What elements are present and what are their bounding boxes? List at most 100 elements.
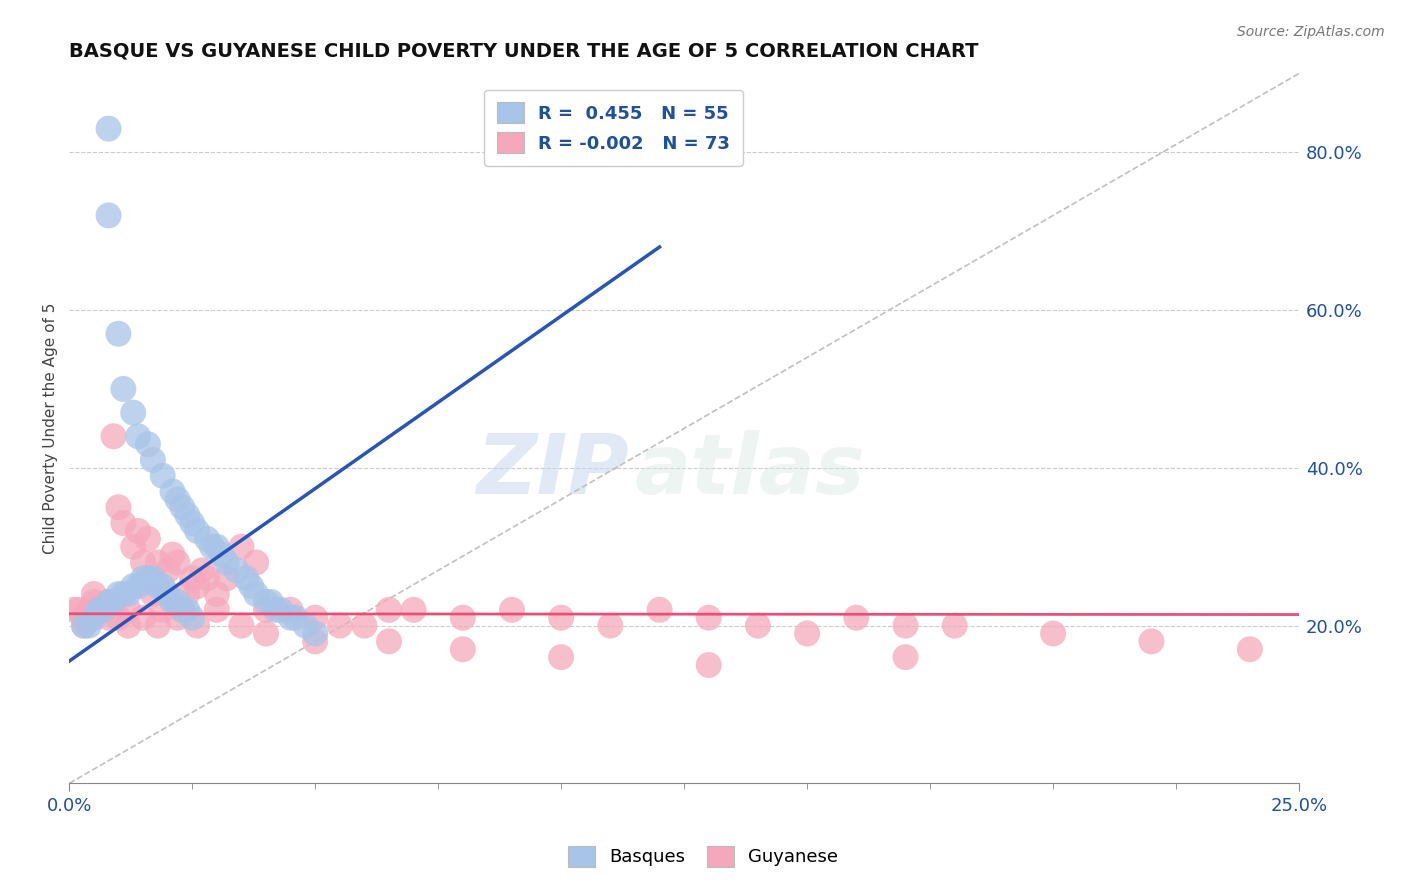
Point — [176, 587, 198, 601]
Point — [136, 532, 159, 546]
Point — [176, 603, 198, 617]
Point — [353, 618, 375, 632]
Point — [284, 611, 307, 625]
Point — [235, 571, 257, 585]
Point — [93, 603, 115, 617]
Point — [162, 484, 184, 499]
Point — [142, 571, 165, 585]
Point — [73, 618, 96, 632]
Point — [152, 579, 174, 593]
Legend: R =  0.455   N = 55, R = -0.002   N = 73: R = 0.455 N = 55, R = -0.002 N = 73 — [484, 89, 742, 166]
Point — [894, 650, 917, 665]
Point — [231, 540, 253, 554]
Point — [501, 603, 523, 617]
Point — [245, 556, 267, 570]
Point — [152, 603, 174, 617]
Point — [747, 618, 769, 632]
Point — [77, 618, 100, 632]
Point — [845, 611, 868, 625]
Text: BASQUE VS GUYANESE CHILD POVERTY UNDER THE AGE OF 5 CORRELATION CHART: BASQUE VS GUYANESE CHILD POVERTY UNDER T… — [69, 42, 979, 61]
Point — [215, 556, 238, 570]
Point — [83, 587, 105, 601]
Point — [162, 595, 184, 609]
Point — [117, 603, 139, 617]
Point — [97, 611, 120, 625]
Point — [181, 611, 204, 625]
Point — [181, 571, 204, 585]
Point — [280, 603, 302, 617]
Point — [1042, 626, 1064, 640]
Point — [176, 508, 198, 523]
Point — [107, 611, 129, 625]
Point — [304, 626, 326, 640]
Point — [172, 603, 194, 617]
Point — [117, 618, 139, 632]
Point — [245, 587, 267, 601]
Point — [166, 492, 188, 507]
Point — [186, 618, 208, 632]
Point — [186, 579, 208, 593]
Point — [142, 453, 165, 467]
Point — [195, 571, 218, 585]
Point — [231, 618, 253, 632]
Point — [146, 556, 169, 570]
Point — [264, 603, 287, 617]
Point — [205, 540, 228, 554]
Point — [146, 618, 169, 632]
Point — [93, 603, 115, 617]
Point — [136, 571, 159, 585]
Point — [260, 595, 283, 609]
Point — [451, 611, 474, 625]
Point — [451, 642, 474, 657]
Point — [112, 587, 135, 601]
Point — [599, 618, 621, 632]
Point — [83, 595, 105, 609]
Point — [254, 595, 277, 609]
Point — [97, 208, 120, 222]
Point — [225, 563, 247, 577]
Point — [329, 618, 352, 632]
Point — [254, 626, 277, 640]
Point — [166, 611, 188, 625]
Point — [697, 611, 720, 625]
Point — [166, 595, 188, 609]
Point — [77, 611, 100, 625]
Point — [97, 595, 120, 609]
Point — [943, 618, 966, 632]
Point — [103, 429, 125, 443]
Point — [648, 603, 671, 617]
Text: Source: ZipAtlas.com: Source: ZipAtlas.com — [1237, 25, 1385, 39]
Point — [172, 500, 194, 515]
Point — [270, 603, 292, 617]
Point — [127, 579, 149, 593]
Point — [107, 326, 129, 341]
Point — [127, 524, 149, 538]
Point — [67, 603, 90, 617]
Point — [205, 603, 228, 617]
Point — [132, 571, 155, 585]
Point — [191, 563, 214, 577]
Point — [103, 595, 125, 609]
Point — [83, 611, 105, 625]
Point — [107, 587, 129, 601]
Point — [87, 603, 110, 617]
Point — [166, 556, 188, 570]
Point — [112, 516, 135, 530]
Text: ZIP: ZIP — [477, 431, 628, 511]
Point — [181, 516, 204, 530]
Point — [122, 540, 145, 554]
Point — [73, 611, 96, 625]
Point — [201, 540, 224, 554]
Point — [63, 603, 86, 617]
Point — [73, 618, 96, 632]
Point — [195, 532, 218, 546]
Point — [122, 579, 145, 593]
Point — [87, 603, 110, 617]
Point — [211, 548, 233, 562]
Point — [1239, 642, 1261, 657]
Point — [304, 611, 326, 625]
Point — [550, 611, 572, 625]
Point — [254, 603, 277, 617]
Point — [142, 587, 165, 601]
Point — [378, 603, 401, 617]
